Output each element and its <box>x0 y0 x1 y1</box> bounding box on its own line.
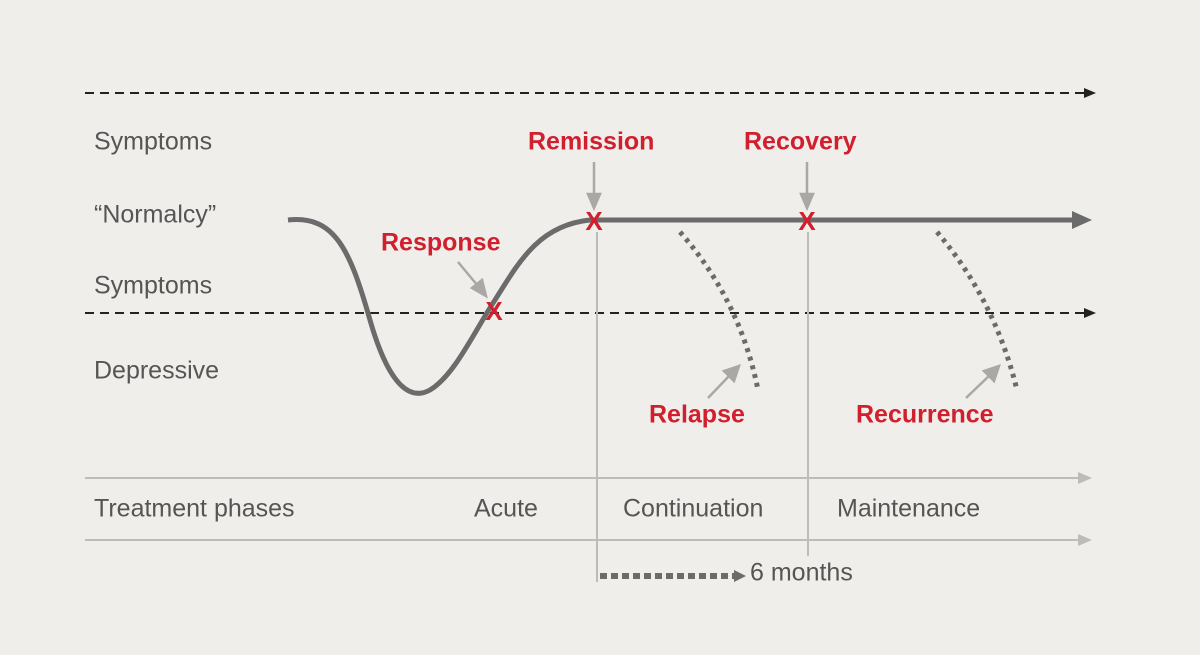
milestone-label: Remission <box>528 128 654 156</box>
arrowhead <box>1078 534 1092 546</box>
duration-label: 6 months <box>750 559 853 587</box>
level-label: Symptoms <box>94 272 212 300</box>
phase-title: Treatment phases <box>94 495 295 523</box>
milestone-label: Relapse <box>649 401 745 429</box>
relapse-course <box>678 230 761 391</box>
pointer <box>457 261 479 287</box>
milestone-label: Recovery <box>744 128 857 156</box>
symptom-course <box>287 217 1075 396</box>
milestone-mark: X <box>485 296 503 326</box>
pointer <box>965 374 991 399</box>
arrowhead <box>799 192 815 212</box>
level-label: Symptoms <box>94 128 212 156</box>
arrowhead <box>721 364 741 384</box>
arrowhead <box>586 192 602 212</box>
milestone-label: Response <box>381 229 501 257</box>
pointer <box>707 374 731 399</box>
arrowhead <box>469 277 488 299</box>
phase-label: Acute <box>474 495 538 523</box>
milestone-label: Recurrence <box>856 401 994 429</box>
arrowhead <box>1072 211 1092 229</box>
milestone-mark: X <box>798 206 816 236</box>
phase-label: Continuation <box>623 495 763 523</box>
arrowhead <box>1084 308 1096 318</box>
arrowhead <box>1084 88 1096 98</box>
arrowhead <box>1078 472 1092 484</box>
milestone-mark: X <box>585 206 603 236</box>
phase-label: Maintenance <box>837 495 980 523</box>
level-label: Depressive <box>94 357 219 385</box>
level-label: “Normalcy” <box>94 201 216 229</box>
recurrence-course <box>935 230 1020 391</box>
arrowhead <box>981 364 1001 384</box>
arrowhead <box>734 570 746 582</box>
